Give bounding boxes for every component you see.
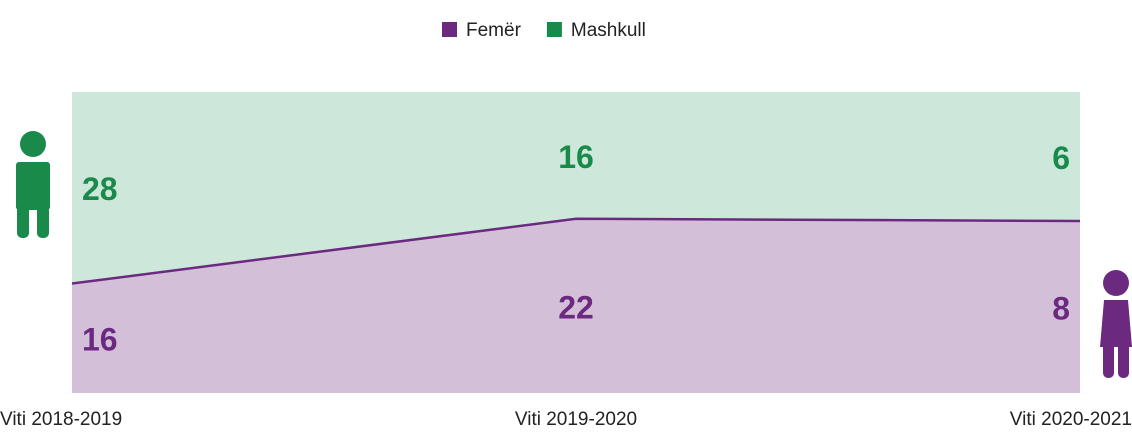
data-label: 22 [558, 289, 594, 325]
female-icon [1100, 270, 1132, 378]
data-label: 8 [1052, 290, 1070, 326]
male-icon [16, 131, 50, 238]
x-tick-label: Viti 2019-2020 [515, 409, 637, 430]
data-label: 16 [558, 139, 594, 175]
legend-label: Mashkull [571, 20, 646, 41]
line [71, 217, 1081, 285]
plot: 16 28 Viti 2018-2019 22 16 Viti 2019-2020 8 6 Vi… [0, 20, 1132, 430]
legend-swatch [546, 22, 562, 37]
area [72, 218, 1080, 393]
x-tick-label: Viti 2020-2021 [1010, 409, 1132, 430]
data-label: 28 [82, 171, 118, 207]
area [72, 92, 1080, 284]
legend-label: Femër [466, 20, 522, 41]
legend: Femër Mashkull [442, 20, 646, 41]
data-label: 16 [82, 322, 118, 358]
legend-swatch [442, 22, 457, 37]
data-label: 6 [1052, 140, 1070, 176]
x-tick-label: Viti 2018-2019 [0, 409, 122, 430]
